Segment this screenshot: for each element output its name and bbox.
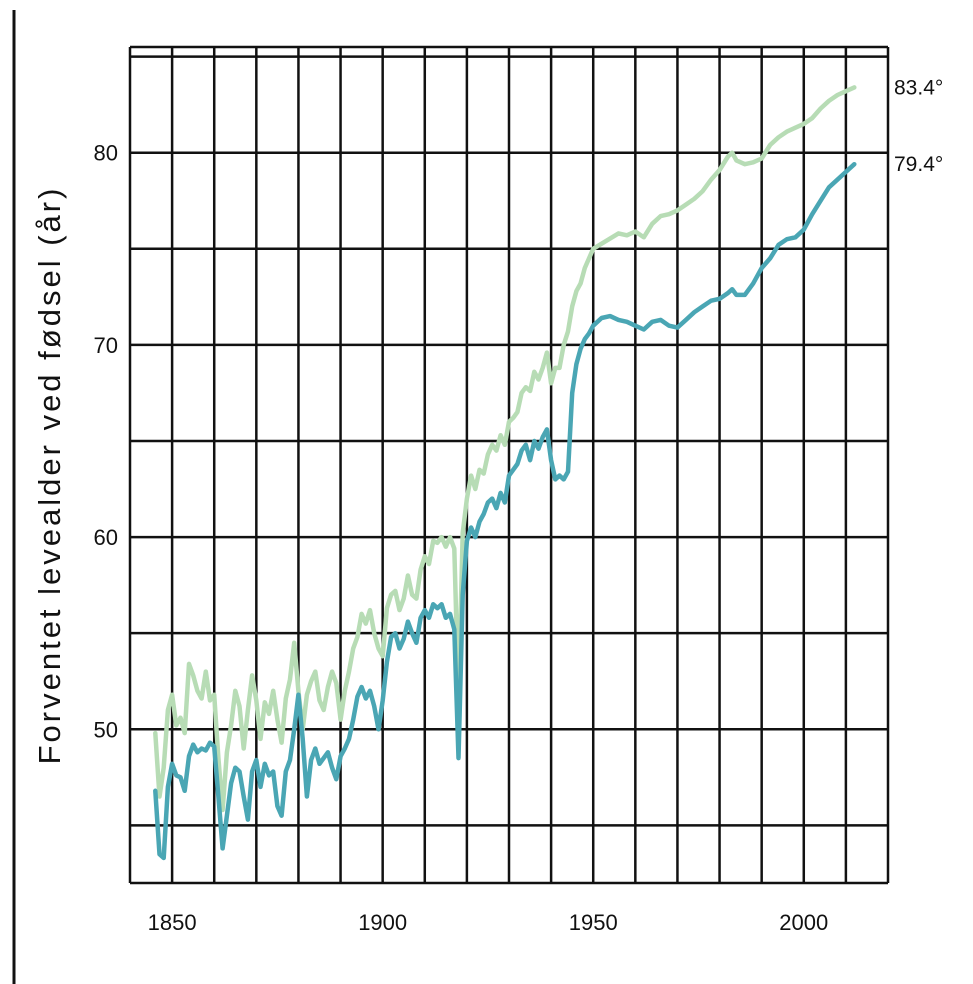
- series-line-2: [155, 164, 854, 858]
- series-end-label: 79.4°: [894, 153, 943, 176]
- x-tick-label: 1900: [358, 910, 407, 935]
- end-labels: 83.4° 79.4°: [894, 76, 943, 176]
- y-tick-label: 70: [94, 333, 118, 358]
- y-tick-label: 80: [94, 141, 118, 166]
- y-axis-title: Forventet levealder ved fødsel (år): [32, 186, 67, 765]
- grid: [130, 47, 888, 883]
- series-end-label: 83.4°: [894, 76, 943, 99]
- y-tick-label: 50: [94, 717, 118, 742]
- series-line-1: [155, 87, 854, 810]
- series-lines: [155, 87, 854, 858]
- x-tick-label: 1950: [569, 910, 618, 935]
- x-tick-label: 2000: [779, 910, 828, 935]
- y-tick-label: 60: [94, 525, 118, 550]
- x-tick-label: 1850: [148, 910, 197, 935]
